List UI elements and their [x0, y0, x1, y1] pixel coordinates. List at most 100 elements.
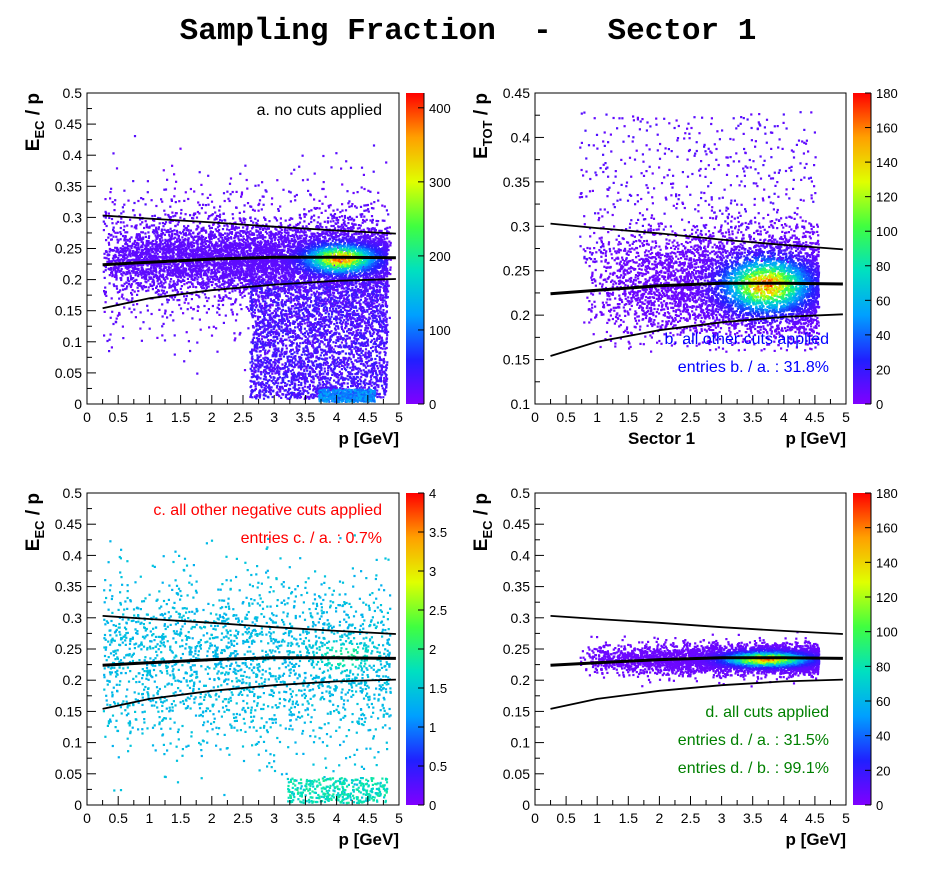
heatmap-cell — [105, 301, 107, 303]
heatmap-cell — [258, 184, 260, 186]
heatmap-cell — [190, 275, 192, 277]
heatmap-cell — [146, 224, 148, 226]
heatmap-cell — [163, 290, 165, 292]
heatmap-cell — [230, 298, 232, 300]
heatmap-cell — [243, 211, 245, 213]
heatmap-cell — [132, 180, 134, 182]
heatmap-cell — [323, 181, 325, 183]
heatmap-cell — [186, 234, 188, 236]
heatmap-cell — [202, 204, 204, 206]
heatmap-cell — [173, 257, 175, 259]
heatmap-cell — [257, 241, 259, 243]
heatmap-cell — [254, 185, 256, 187]
heatmap-cell — [143, 227, 145, 229]
heatmap-cell — [146, 258, 148, 260]
heatmap-cell — [310, 221, 312, 223]
heatmap-cell — [332, 220, 334, 222]
heatmap-cell — [108, 268, 110, 270]
heatmap-cell — [146, 242, 148, 244]
heatmap-cell — [351, 205, 353, 207]
heatmap-cell — [336, 209, 338, 211]
heatmap-cell — [187, 302, 189, 304]
heatmap-cell — [233, 332, 235, 334]
heatmap-cell — [104, 223, 106, 225]
heatmap-cell — [203, 305, 205, 307]
heatmap-cell — [299, 235, 301, 237]
heatmap-cell — [208, 267, 210, 269]
heatmap-cell — [344, 248, 346, 250]
heatmap-cell — [151, 215, 153, 217]
heatmap-cell — [178, 304, 180, 306]
heatmap-cell — [205, 212, 207, 214]
heatmap-cell — [360, 216, 362, 218]
heatmap-cell — [147, 289, 149, 291]
heatmap-cell — [192, 308, 194, 310]
heatmap-cell — [158, 226, 160, 228]
heatmap-cell — [293, 169, 295, 171]
heatmap-cell — [371, 207, 373, 209]
heatmap-cell — [116, 167, 118, 169]
heatmap-cell — [160, 274, 162, 276]
heatmap-cell — [363, 174, 365, 176]
heatmap-cell — [146, 240, 148, 242]
heatmap-cell — [105, 269, 107, 271]
heatmap-cell — [109, 197, 111, 199]
heatmap-cell — [264, 236, 266, 238]
heatmap-cell — [267, 297, 269, 299]
heatmap-cell — [238, 227, 240, 229]
heatmap-cell — [178, 276, 180, 278]
heatmap-cell — [187, 308, 189, 310]
heatmap-cell — [263, 217, 265, 219]
heatmap-cell — [108, 217, 110, 219]
heatmap-cell — [191, 317, 193, 319]
heatmap-cell — [377, 220, 379, 222]
heatmap-cell — [307, 190, 309, 192]
heatmap-cell — [197, 310, 199, 312]
heatmap-cell — [335, 239, 337, 241]
heatmap-cell — [339, 211, 341, 213]
heatmap-cell — [209, 278, 211, 280]
heatmap-cell — [103, 221, 105, 223]
heatmap-cell — [175, 253, 177, 255]
heatmap-cell — [130, 292, 132, 294]
heatmap-cell — [249, 205, 251, 207]
heatmap-cell — [244, 221, 246, 223]
heatmap-cell — [136, 271, 138, 273]
heatmap-cell — [152, 240, 154, 242]
heatmap-cell — [244, 369, 246, 371]
heatmap-cell — [202, 227, 204, 229]
heatmap-cell — [190, 230, 192, 232]
heatmap-cell — [216, 351, 218, 353]
panel-a: 0 0.5 1 1.5 2 2.5 3 3.5 4 4.5 500.050.10.150.20.25… — [23, 85, 451, 448]
heatmap-cell — [149, 242, 151, 244]
heatmap-cell — [299, 214, 301, 216]
heatmap-cell — [298, 166, 300, 168]
heatmap-cell — [208, 249, 210, 251]
heatmap-cell — [155, 263, 157, 265]
heatmap-cell — [218, 314, 220, 316]
heatmap-cell — [218, 308, 220, 310]
heatmap-cell — [215, 327, 217, 329]
heatmap-cell — [141, 256, 143, 258]
heatmap-cell — [207, 269, 209, 271]
heatmap-cell — [230, 238, 232, 240]
heatmap-cell — [218, 304, 220, 306]
heatmap-cell — [225, 315, 227, 317]
heatmap-cell — [363, 210, 365, 212]
heatmap-cell — [197, 201, 199, 203]
heatmap-cell — [151, 245, 153, 247]
heatmap-cell — [128, 308, 130, 310]
heatmap-cell — [214, 211, 216, 213]
heatmap-cell — [324, 236, 326, 238]
heatmap-cell — [205, 204, 207, 206]
heatmap-cell — [212, 231, 214, 233]
heatmap-cell — [284, 229, 286, 231]
heatmap-cell — [172, 319, 174, 321]
heatmap-cell — [199, 171, 201, 173]
heatmap-cell — [149, 328, 151, 330]
heatmap-cell — [110, 333, 112, 335]
heatmap-cell — [363, 188, 365, 190]
heatmap-cell — [282, 189, 284, 191]
heatmap-cell — [326, 303, 328, 305]
heatmap-cell — [185, 274, 187, 276]
